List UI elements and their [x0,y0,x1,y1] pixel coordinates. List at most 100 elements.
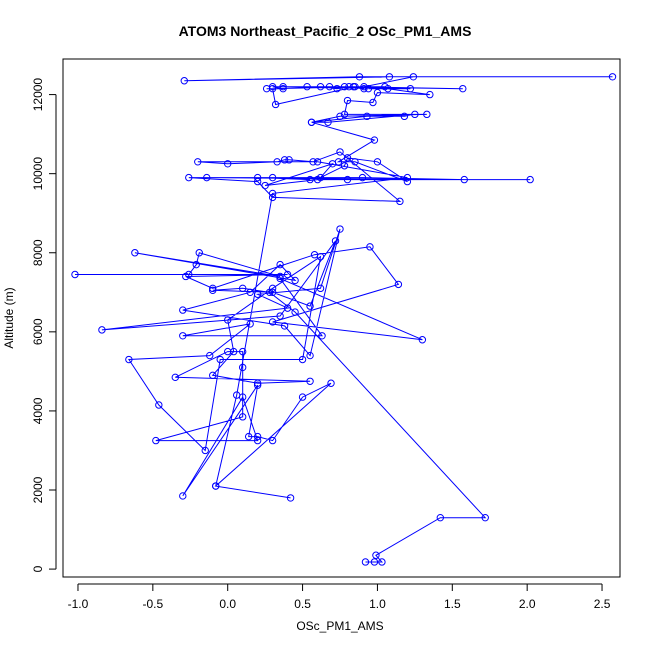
data-point [351,158,359,166]
data-point [279,84,287,93]
data-point [409,73,418,81]
data-point [276,272,284,281]
data-point [373,158,382,166]
data-point [318,332,326,340]
data-point [459,84,467,93]
data-point [253,379,262,387]
y-tick-label: 0 [31,565,45,572]
data-point [203,173,211,182]
data-point [361,558,370,566]
data-point [171,373,179,382]
data-point [372,551,380,559]
data-point [360,84,368,93]
data-point [306,302,314,310]
data-point [411,110,419,119]
data-point [349,82,358,91]
data-point [370,558,379,566]
data-point [316,253,325,261]
data-point [291,308,299,316]
data-point [331,237,340,245]
data-point [316,284,325,293]
data-point [327,379,335,387]
data-point [261,181,269,190]
data-point [378,558,386,566]
data-point [336,112,344,121]
data-point [298,355,307,364]
data-point [358,173,367,182]
data-point [253,290,262,298]
data-point [340,82,349,91]
data-point [253,436,262,445]
data-point [364,84,373,93]
data-point [360,82,368,91]
data-point [316,82,325,91]
data-point [268,288,277,296]
data-point [526,175,534,184]
data-point [276,274,284,283]
data-point [298,393,307,401]
y-axis-label: Altitude (m) [2,287,16,348]
data-point [280,322,289,330]
y-tick-label: 12000 [31,78,45,112]
data-point [303,82,311,91]
series-line [75,76,613,563]
x-axis: -1.0 -0.5 0.0 0.5 1.0 1.5 2.0 2.5 [68,583,611,611]
data-point [286,494,295,502]
data-point [209,284,217,293]
data-point [423,110,431,119]
data-point [276,312,284,320]
data-point [262,84,271,93]
data-point [279,82,287,91]
data-point [192,260,200,269]
data-point [336,148,344,156]
data-point [285,156,293,164]
data-point [325,82,334,91]
data-point [212,482,220,490]
data-point [246,320,254,328]
data-point [238,347,247,356]
data-point [201,446,209,455]
data-point [280,156,289,164]
data-point [253,177,262,186]
x-tick-label: 1.0 [369,597,386,611]
x-tick-label: 0.5 [294,597,311,611]
y-tick-label: 4000 [31,397,45,424]
data-point [268,318,277,326]
data-point [363,112,371,121]
data-point [396,197,404,206]
data-point [268,284,277,293]
data-point [436,513,445,522]
y-tick-label: 10000 [31,157,45,191]
data-point [268,189,277,198]
data-point [195,249,203,257]
data-point [306,351,314,360]
data-point [343,154,352,162]
data-point [209,286,217,295]
x-tick-label: 2.5 [594,597,611,611]
data-point [406,84,415,93]
data-point [152,436,160,445]
data-point [224,347,232,356]
data-point [403,177,412,186]
data-point [268,173,277,182]
data-point [291,276,299,285]
data-point [369,98,377,107]
data-point [206,351,214,360]
data-point [309,158,317,166]
data-point [481,513,489,522]
data-point [340,162,349,170]
data-point [125,355,133,364]
data-point [268,436,277,445]
data-point [155,401,163,409]
data-point [185,173,193,182]
x-tick-label: -1.0 [68,597,89,611]
data-point [71,270,79,279]
y-tick-label: 2000 [31,476,45,503]
data-point [418,336,427,344]
data-point [306,377,314,385]
data-point [98,326,106,334]
data-point [340,110,349,119]
data-point [194,158,202,166]
data-point [333,84,341,93]
